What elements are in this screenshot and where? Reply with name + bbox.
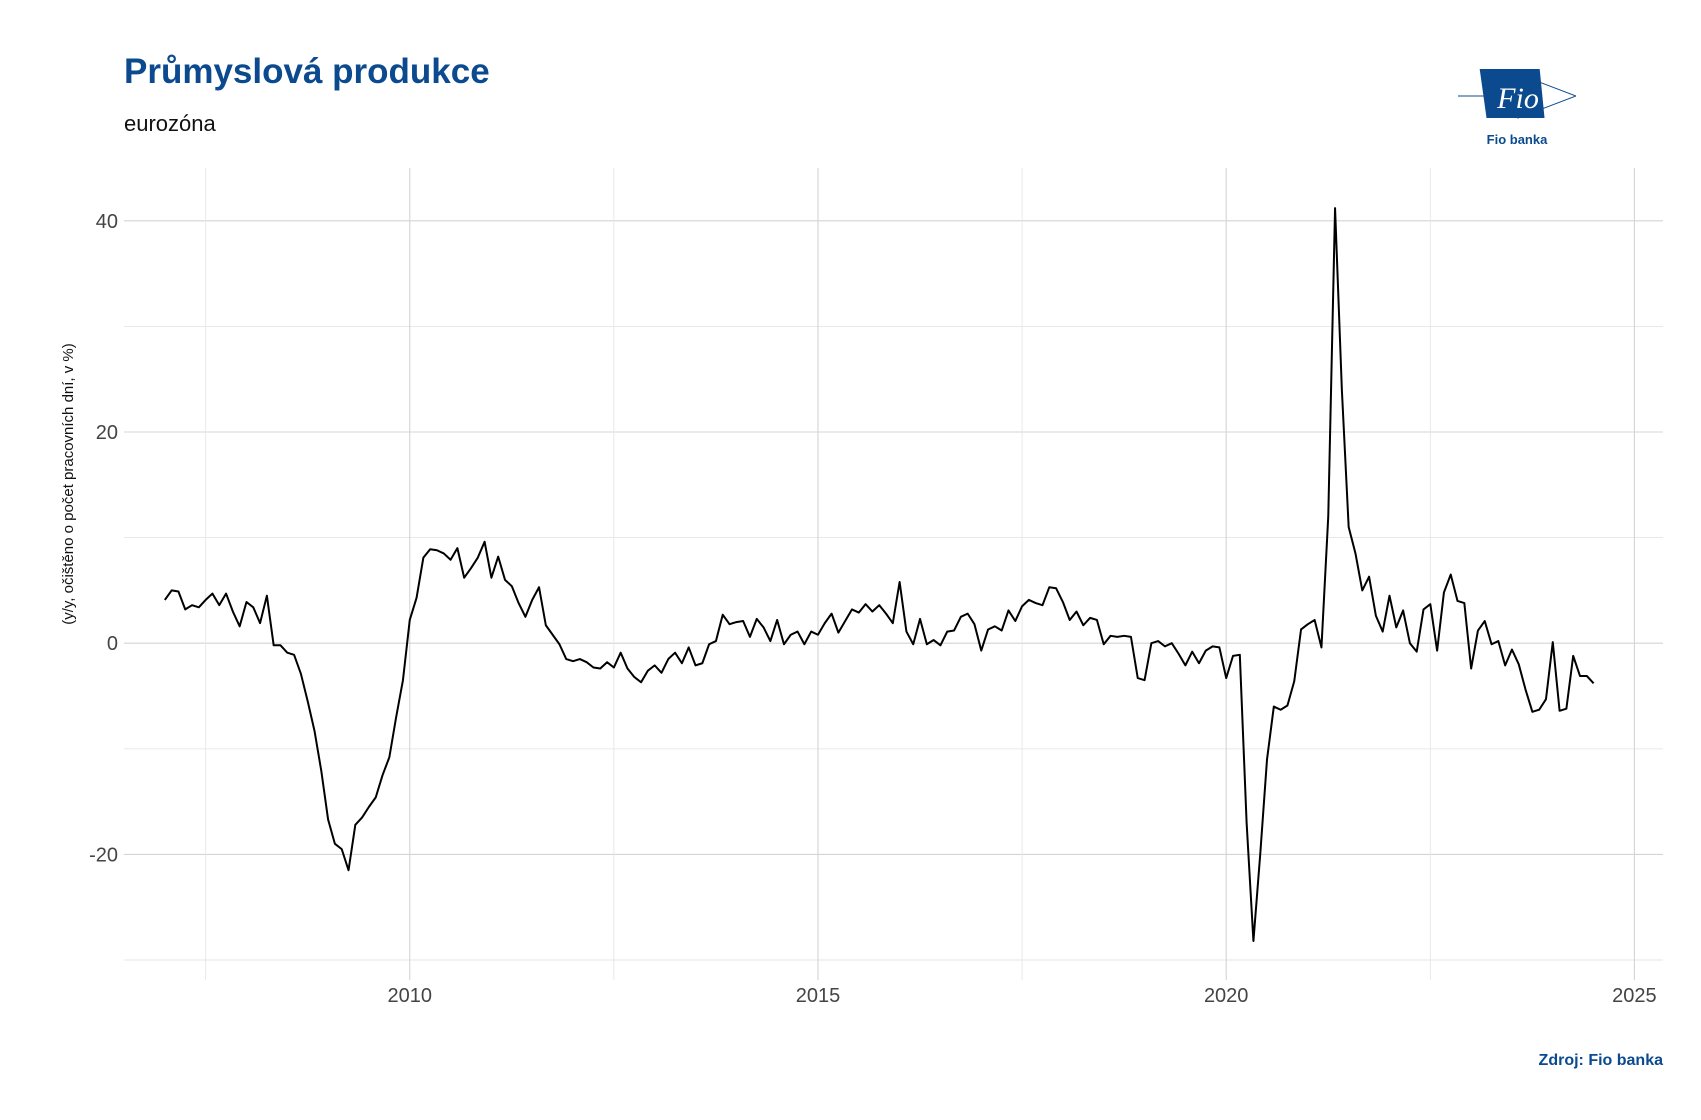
x-tick-label: 2010 [388, 985, 433, 1007]
plot-area [164, 207, 1595, 942]
y-tick-label: -20 [89, 844, 118, 866]
x-tick-label: 2025 [1612, 985, 1657, 1007]
source-note: Zdroj: Fio banka [1538, 1052, 1663, 1069]
grid [124, 168, 1663, 980]
y-axis-label: (y/y, očištěno o počet pracovních dní, v… [60, 343, 77, 625]
x-tick-label: 2015 [796, 985, 841, 1007]
y-tick-labels: -20 0 20 40 [89, 211, 118, 867]
fio-logo-icon: Fio [1458, 69, 1576, 119]
x-tick-label: 2020 [1204, 985, 1249, 1007]
chart-title: Průmyslová produkce [124, 52, 490, 91]
y-tick-label: 0 [107, 633, 118, 655]
x-tick-labels: 2010 2015 2020 2025 [388, 985, 1657, 1007]
chart-subtitle: eurozóna [124, 111, 216, 136]
logo-text: Fio [1496, 82, 1539, 115]
logo-caption: Fio banka [1486, 132, 1548, 147]
series-line [164, 207, 1595, 942]
y-tick-label: 20 [96, 422, 118, 444]
y-tick-label: 40 [96, 211, 118, 233]
